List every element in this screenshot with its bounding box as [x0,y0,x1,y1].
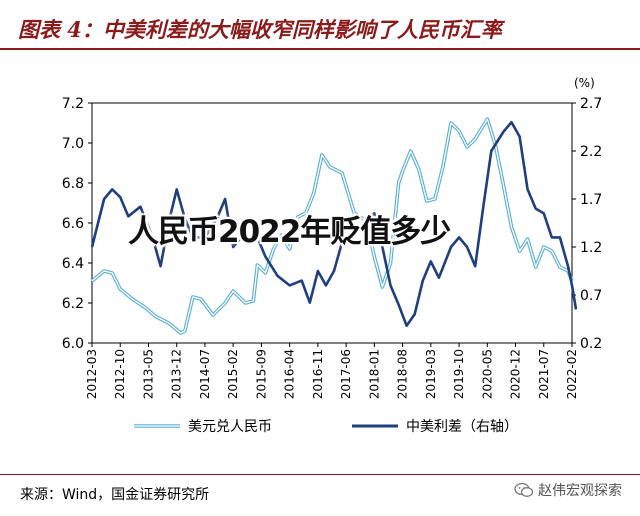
x-tick-label: 2012-10 [113,349,127,399]
wechat-icon [514,482,534,497]
x-tick-label: 2012-03 [85,349,99,399]
x-tick-label: 2021-07 [537,349,551,399]
y-left-tick-label: 7.0 [62,136,84,152]
x-tick-label: 2018-08 [396,349,410,399]
x-tick-label: 2020-05 [480,349,494,399]
x-tick-label: 2019-03 [424,349,438,399]
x-tick-label: 2017-06 [339,349,353,399]
y-right-tick-label: 1.7 [580,192,602,208]
x-tick-label: 2016-04 [283,349,297,399]
title-rule [0,48,640,50]
bottom-rule [0,474,640,475]
chart-legend: 美元兑人民币 中美利差（右轴） [134,419,518,435]
y-left-tick-label: 6.4 [62,256,84,272]
x-tick-label: 2018-01 [367,349,381,399]
x-tick-label: 2016-11 [311,349,325,399]
overlay-caption: 人民币2022年贬值多少 [128,214,451,250]
x-tick-label: 2013-12 [170,349,184,399]
y-left-tick-label: 6.0 [62,336,84,352]
series-line-spread [90,120,578,327]
y-right-tick-label: 2.7 [580,96,602,112]
legend-label-usdcny: 美元兑人民币 [188,419,272,435]
y-right-tick-label: 0.7 [580,288,602,304]
series-line-usdcny-inner [91,118,573,334]
y-right-unit: (%) [574,76,595,90]
source-note: 来源：Wind，国金证券研究所 [20,487,210,503]
chart-series [90,117,578,335]
y-left-tick-label: 6.2 [62,296,84,312]
x-tick-label: 2020-12 [509,349,523,399]
legend-label-spread: 中美利差（右轴） [406,419,518,435]
x-tick-label: 2013-05 [141,349,155,399]
chart-title: 图表 4：中美利差的大幅收窄同样影响了人民币汇率 [18,17,502,42]
y-left-tick-label: 6.6 [62,216,84,232]
y-right-tick-label: 2.2 [580,144,602,160]
y-right-tick-label: 0.2 [580,336,602,352]
y-left-tick-label: 7.2 [62,96,84,112]
x-tick-label: 2019-10 [452,349,466,399]
title-bar: 图表 4：中美利差的大幅收窄同样影响了人民币汇率 [0,0,640,52]
x-tick-label: 2014-07 [198,349,212,399]
x-tick-label: 2015-09 [254,349,268,399]
chart: 6.0 6.2 6.4 6.6 6.8 7.0 7.2 0.2 0.7 1.2 1.7 2.2 2.7 (… [62,76,603,435]
y-right-tick-label: 1.2 [580,240,602,256]
x-tick-label: 2022-02 [565,349,579,399]
chart-axes: 6.0 6.2 6.4 6.6 6.8 7.0 7.2 0.2 0.7 1.2 1.7 2.2 2.7 (… [62,76,603,399]
watermark: 赵伟宏观探索 [514,480,622,500]
y-left-tick-label: 6.8 [62,176,84,192]
x-tick-label: 2015-02 [226,349,240,399]
watermark-text: 赵伟宏观探索 [538,483,622,499]
